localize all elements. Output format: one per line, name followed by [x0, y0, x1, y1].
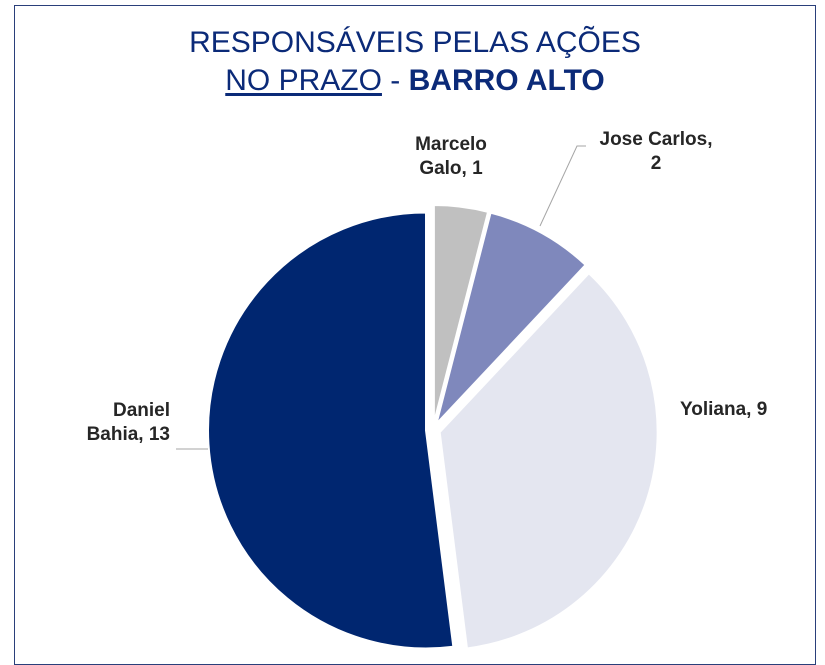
chart-title: RESPONSÁVEIS PELAS AÇÕES NO PRAZO - BARR…: [15, 24, 815, 100]
data-label-yoliana: Yoliana, 9: [680, 399, 767, 420]
pie-slice-jose-carlos: [435, 211, 588, 425]
pie-slice-marcelo-galo: [432, 204, 490, 424]
chart-title-separator: -: [381, 64, 409, 97]
pie-slice-daniel-bahia: [207, 211, 455, 650]
data-label-jose-carlos: Jose Carlos, 2: [600, 129, 713, 174]
chart-title-line1: RESPONSÁVEIS PELAS AÇÕES: [189, 26, 641, 59]
pie-chart: Marcelo Galo, 1 Jose Carlos, 2 Yoliana, 9 Dan…: [87, 129, 767, 650]
data-label-daniel-bahia: Daniel Bahia, 13: [87, 400, 170, 445]
chart-title-bold: BARRO ALTO: [408, 64, 605, 97]
leader-line-jose-carlos: [539, 145, 586, 227]
data-label-marcelo-galo: Marcelo Galo, 1: [415, 134, 487, 179]
chart-title-underlined: NO PRAZO: [225, 64, 382, 97]
pie-slice-yoliana: [438, 271, 659, 650]
chart-title-line2: NO PRAZO - BARRO ALTO: [15, 62, 815, 100]
